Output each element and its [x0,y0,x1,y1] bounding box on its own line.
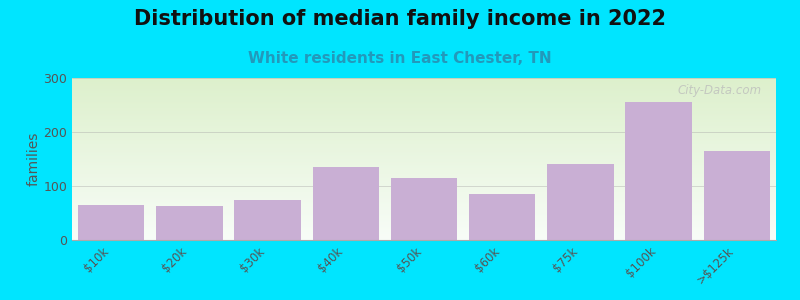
Bar [78,205,144,240]
Bar [704,151,770,240]
Bar [156,206,222,240]
Text: White residents in East Chester, TN: White residents in East Chester, TN [248,51,552,66]
Bar [390,178,458,240]
Bar [547,164,614,240]
Text: City-Data.com: City-Data.com [678,85,762,98]
Bar [234,200,301,240]
Bar [313,167,379,240]
Bar [626,102,692,240]
Text: Distribution of median family income in 2022: Distribution of median family income in … [134,9,666,29]
Y-axis label: families: families [26,132,41,186]
Bar [469,194,535,240]
